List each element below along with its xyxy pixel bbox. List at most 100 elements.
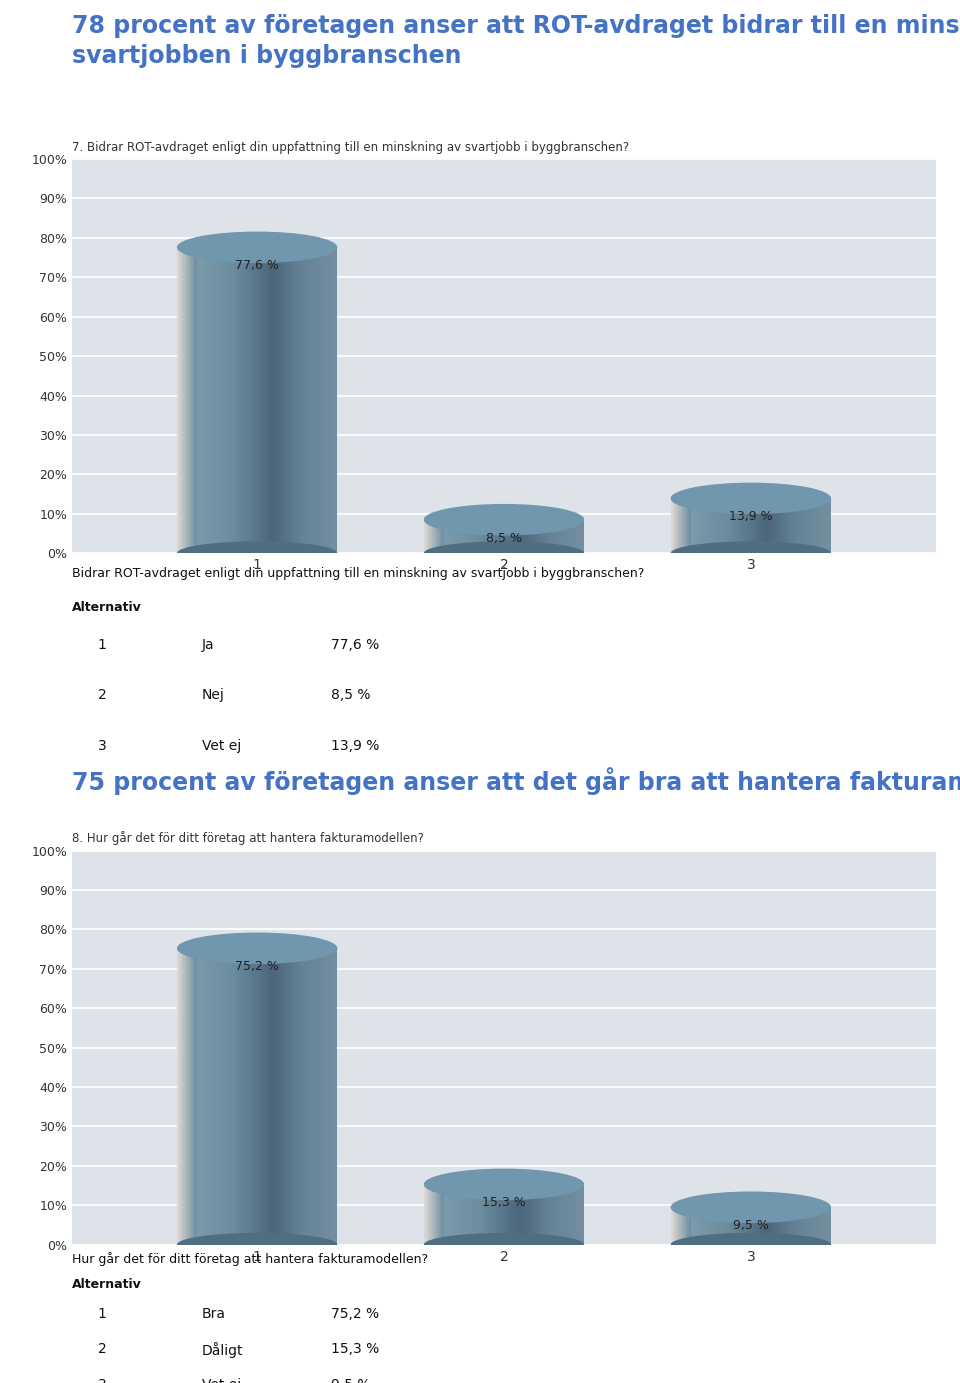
Bar — [484, 520, 486, 553]
Bar — [456, 1184, 458, 1245]
Bar — [756, 1207, 759, 1245]
Bar — [179, 248, 180, 553]
Bar — [498, 520, 500, 553]
Bar — [296, 949, 298, 1245]
Bar — [482, 520, 484, 553]
Bar — [502, 520, 504, 553]
Bar — [289, 248, 291, 553]
Bar — [795, 498, 797, 553]
Bar — [725, 1207, 727, 1245]
Bar — [504, 1184, 506, 1245]
Bar — [707, 498, 708, 553]
Bar — [697, 1207, 699, 1245]
Bar — [179, 949, 180, 1245]
Bar — [775, 498, 777, 553]
Bar — [219, 248, 221, 553]
Bar — [285, 248, 287, 553]
Bar — [769, 1207, 771, 1245]
Bar — [235, 949, 237, 1245]
Bar — [538, 1184, 540, 1245]
Bar — [745, 1207, 747, 1245]
Bar — [747, 498, 749, 553]
Bar — [536, 520, 539, 553]
Text: 77,6 %: 77,6 % — [331, 638, 379, 651]
Bar — [749, 498, 751, 553]
Bar — [227, 949, 229, 1245]
Text: 7. Bidrar ROT-avdraget enligt din uppfattning till en minskning av svartjobb i b: 7. Bidrar ROT-avdraget enligt din uppfat… — [72, 141, 629, 154]
Bar — [502, 1184, 504, 1245]
Bar — [805, 498, 807, 553]
Bar — [829, 1207, 831, 1245]
Bar — [777, 498, 779, 553]
Bar — [281, 949, 283, 1245]
Bar — [300, 949, 301, 1245]
Bar — [185, 248, 187, 553]
Bar — [335, 248, 337, 553]
Bar — [333, 949, 335, 1245]
Bar — [440, 1184, 442, 1245]
Bar — [486, 520, 488, 553]
Bar — [779, 498, 781, 553]
Bar — [492, 1184, 494, 1245]
Bar — [225, 248, 228, 553]
Bar — [769, 498, 771, 553]
Bar — [301, 248, 303, 553]
Ellipse shape — [671, 541, 831, 566]
Bar — [185, 949, 187, 1245]
Bar — [751, 1207, 753, 1245]
Bar — [755, 498, 756, 553]
Bar — [197, 248, 199, 553]
Bar — [695, 498, 697, 553]
Bar — [298, 949, 300, 1245]
Bar — [494, 1184, 496, 1245]
Bar — [506, 520, 508, 553]
Bar — [817, 1207, 819, 1245]
Bar — [803, 1207, 805, 1245]
Bar — [677, 1207, 679, 1245]
Ellipse shape — [423, 503, 585, 535]
Bar — [253, 248, 255, 553]
Bar — [472, 520, 474, 553]
Text: 8. Hur går det för ditt företag att hantera fakturamodellen?: 8. Hur går det för ditt företag att hant… — [72, 831, 424, 845]
Bar — [201, 248, 203, 553]
Bar — [712, 498, 715, 553]
Bar — [540, 1184, 542, 1245]
Bar — [817, 498, 819, 553]
Bar — [496, 1184, 498, 1245]
Bar — [263, 248, 265, 553]
Bar — [739, 1207, 741, 1245]
Bar — [734, 498, 737, 553]
Bar — [582, 1184, 585, 1245]
Text: 75 procent av företagen anser att det går bra att hantera fakturamodellen: 75 procent av företagen anser att det gå… — [72, 768, 960, 795]
Bar — [243, 949, 245, 1245]
Bar — [710, 498, 712, 553]
Bar — [430, 520, 432, 553]
Bar — [715, 1207, 717, 1245]
Bar — [305, 949, 307, 1245]
Text: Ja: Ja — [202, 638, 214, 651]
Text: 9,5 %: 9,5 % — [732, 1218, 769, 1232]
Bar — [510, 520, 512, 553]
Bar — [522, 1184, 524, 1245]
Bar — [789, 498, 791, 553]
Bar — [320, 949, 322, 1245]
Text: 1: 1 — [98, 1307, 107, 1321]
Bar — [315, 949, 318, 1245]
Bar — [259, 248, 261, 553]
Bar — [829, 498, 831, 553]
Bar — [673, 498, 675, 553]
Bar — [460, 520, 462, 553]
Bar — [793, 1207, 795, 1245]
Bar — [532, 520, 534, 553]
Text: 9,5 %: 9,5 % — [331, 1377, 371, 1383]
Ellipse shape — [423, 541, 585, 566]
Bar — [563, 1184, 564, 1245]
Bar — [274, 248, 276, 553]
Ellipse shape — [423, 1232, 585, 1257]
Bar — [203, 248, 205, 553]
Bar — [524, 1184, 526, 1245]
Bar — [799, 498, 801, 553]
Bar — [560, 520, 563, 553]
Bar — [193, 949, 195, 1245]
Bar — [488, 520, 490, 553]
